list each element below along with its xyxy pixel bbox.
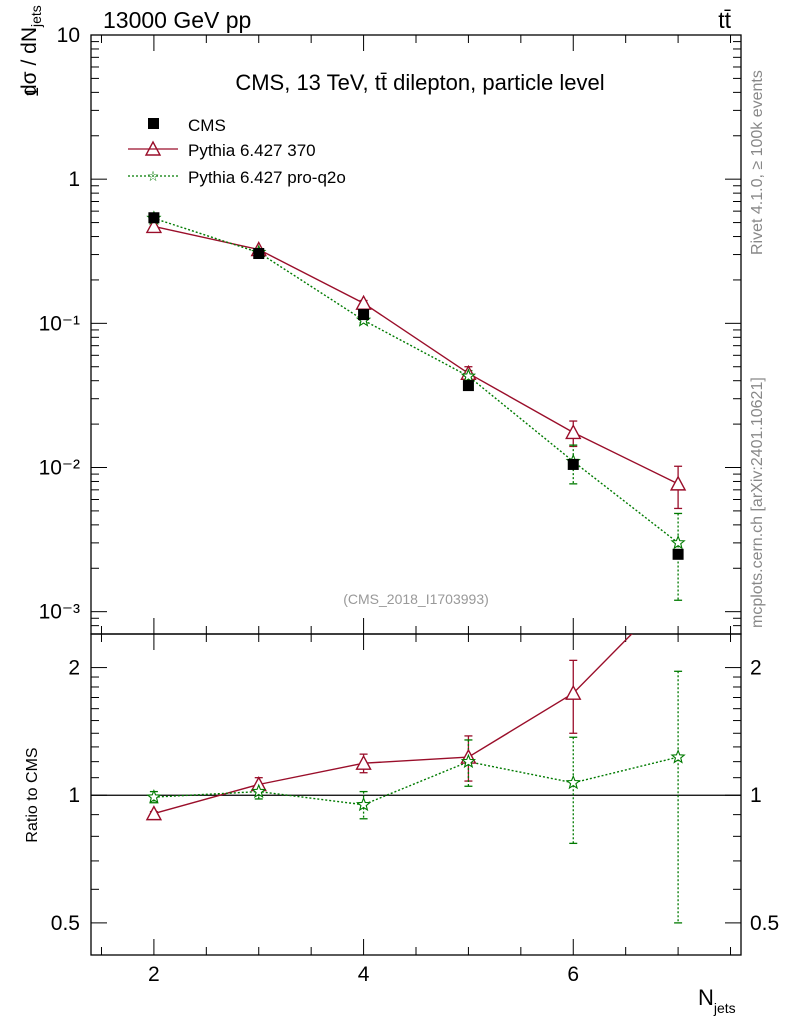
mcplots-label: mcplots.cern.ch [arXiv:2401.10621] (749, 377, 766, 628)
ratio-line-2 (153, 756, 679, 806)
series-line-2 (153, 217, 679, 544)
ratio-point-2 (460, 753, 477, 769)
data-point-2 (460, 368, 477, 383)
ratio-y-tick-label-right: 0.5 (750, 912, 779, 935)
ratio-point-1 (565, 684, 582, 700)
legend-cms-label: CMS (188, 116, 226, 135)
data-point-0 (358, 309, 370, 321)
x-axis-label: Njets (698, 985, 736, 1016)
y-tick-label: 10⁻² (39, 457, 80, 480)
ratio-point-2 (670, 749, 686, 764)
analysis-tag: (CMS_2018_I1703993) (343, 591, 489, 607)
ratio-ylabel: Ratio to CMS (24, 747, 41, 842)
series-line-1 (153, 225, 679, 485)
main-plot-area (145, 210, 687, 601)
ratio-line-1 (153, 634, 633, 815)
data-point-0 (567, 458, 579, 470)
x-tick-label: 6 (567, 963, 579, 986)
ratio-point-1 (355, 754, 372, 770)
svg-text:dσ / dNjets: dσ / dNjets (18, 5, 44, 96)
rivet-label: Rivet 4.1.0, ≥ 100k events (749, 70, 766, 255)
y-axis-label: 1 dσ / dNjets (18, 5, 44, 97)
ratio-y-tick-label: 0.5 (51, 912, 80, 935)
legend-p370-marker (144, 140, 162, 156)
y-tick-label: 10 (57, 24, 80, 47)
legend: CMS Pythia 6.427 370 ☆ Pythia 6.427 pro-… (128, 116, 346, 187)
data-point-0 (672, 548, 684, 560)
y-tick-label: 10⁻³ (39, 601, 80, 624)
chart-title: CMS, 13 TeV, tt̄ dilepton, particle leve… (235, 70, 604, 95)
header-left: 13000 GeV pp (103, 7, 251, 33)
ratio-plot-area (145, 634, 686, 924)
svg-text:1: 1 (22, 87, 42, 97)
ratio-point-2 (355, 796, 372, 812)
data-point-1 (565, 423, 582, 440)
legend-pq2o-marker: ☆ (147, 168, 160, 184)
data-point-2 (670, 534, 686, 550)
ratio-y-tick-label: 1 (68, 784, 80, 807)
legend-cms-marker (148, 118, 159, 129)
ratio-y-tick-label-right: 1 (750, 784, 762, 807)
legend-pq2o-label: Pythia 6.427 pro-q2o (188, 168, 346, 187)
data-point-1 (669, 475, 687, 491)
y-tick-label: 10⁻¹ (39, 312, 80, 335)
ratio-point-2 (146, 789, 162, 804)
legend-p370-label: Pythia 6.427 370 (188, 141, 316, 160)
header-right: tt̄ (718, 7, 731, 33)
data-point-0 (462, 380, 474, 392)
ratio-point-1 (145, 805, 163, 821)
y-tick-label: 1 (68, 168, 80, 191)
data-point-1 (355, 294, 372, 310)
ratio-frame (90, 633, 742, 956)
data-point-1 (145, 217, 163, 234)
x-tick-label: 4 (358, 963, 370, 986)
data-point-0 (253, 248, 265, 260)
ratio-y-tick-label: 2 (68, 657, 80, 680)
ratio-point-2 (251, 783, 267, 799)
data-point-0 (148, 212, 160, 224)
ratio-y-tick-label-right: 2 (750, 657, 762, 680)
ratio-point-2 (565, 774, 581, 790)
x-tick-label: 2 (148, 963, 160, 986)
